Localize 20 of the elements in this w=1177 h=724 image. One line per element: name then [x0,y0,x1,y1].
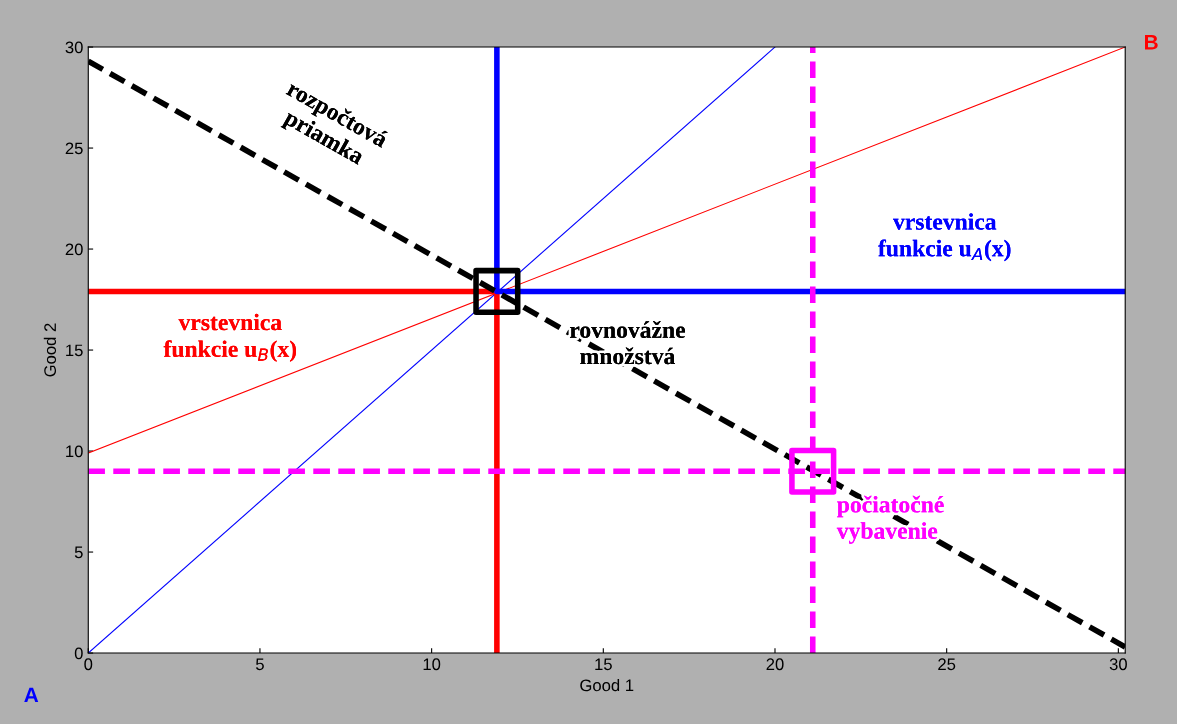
y-tick-label: 5 [74,546,83,559]
annotation: vrstevnica funkcie u$_{A}$(x) [878,213,1011,262]
y-tick-label: 15 [66,344,83,357]
y-axis-title: Good 2 [43,323,57,377]
y-tick-label: 0 [74,647,83,660]
x-tick-label: 20 [766,658,784,671]
x-tick-label: 0 [84,658,93,671]
y-tick-label: 10 [66,445,83,458]
x-tick-label: 10 [423,658,441,671]
x-axis-title: Good 1 [580,679,634,692]
x-tick-label: 5 [255,658,264,671]
y-tick-label: 20 [65,243,83,256]
text: A [24,687,39,703]
y-tick-label: 25 [65,142,83,155]
x-tick-label: 30 [1109,658,1127,671]
annotation: vrstevnica funkcie u$_{B}$(x) [163,313,297,362]
text: B [1145,35,1158,50]
y-tick-label: 30 [65,41,83,54]
x-tick-label: 25 [938,658,956,671]
x-tick-label: 15 [595,658,612,671]
